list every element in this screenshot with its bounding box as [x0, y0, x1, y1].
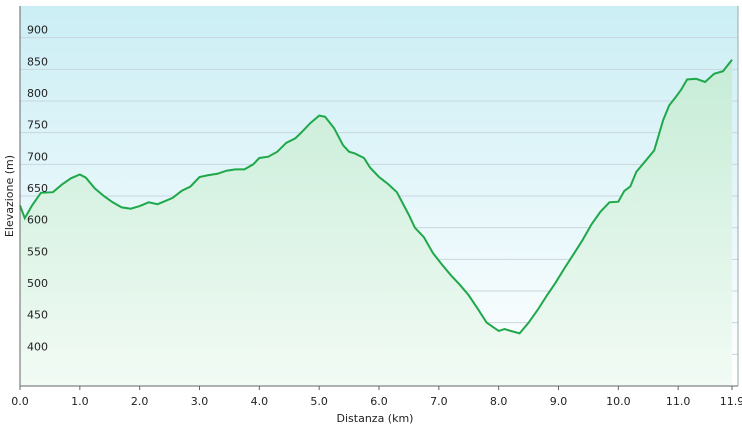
y-tick-label: 700 — [27, 150, 48, 163]
x-tick-label: 4.0 — [251, 395, 269, 408]
y-axis-label: Elevazione (m) — [3, 155, 16, 237]
x-tick-label: 0.0 — [11, 395, 29, 408]
y-tick-label: 400 — [27, 340, 48, 353]
y-tick-label: 900 — [27, 24, 48, 37]
x-tick-label: 9.0 — [550, 395, 568, 408]
x-tick-label: 10.0 — [606, 395, 631, 408]
x-tick-label: 11.0 — [666, 395, 691, 408]
y-tick-label: 800 — [27, 87, 48, 100]
y-tick-labels: 400 450 500 550 600 650 700 750 800 850 900 — [27, 24, 48, 354]
y-tick-label: 600 — [27, 214, 48, 227]
elevation-area — [20, 59, 732, 387]
x-axis-label: Distanza (km) — [337, 412, 414, 425]
x-tick-label: 1.0 — [71, 395, 89, 408]
y-tick-label: 850 — [27, 55, 48, 68]
x-tick-label: 7.0 — [430, 395, 448, 408]
y-tick-label: 550 — [27, 245, 48, 258]
y-tick-label: 650 — [27, 182, 48, 195]
x-tick-labels: 0.0 1.0 2.0 3.0 4.0 5.0 6.0 7.0 8.0 9.0 10.0 11.0 11… — [11, 386, 742, 408]
x-tick-label: 6.0 — [370, 395, 388, 408]
x-tick-label: 3.0 — [191, 395, 209, 408]
x-tick-label: 8.0 — [490, 395, 508, 408]
x-tick-label: 5.0 — [310, 395, 328, 408]
y-tick-label: 750 — [27, 119, 48, 132]
elevation-line — [19, 59, 733, 335]
x-tick-label: 11.9 — [720, 395, 742, 408]
y-tick-label: 450 — [27, 309, 48, 322]
y-tick-label: 500 — [27, 277, 48, 290]
x-tick-label: 2.0 — [131, 395, 149, 408]
